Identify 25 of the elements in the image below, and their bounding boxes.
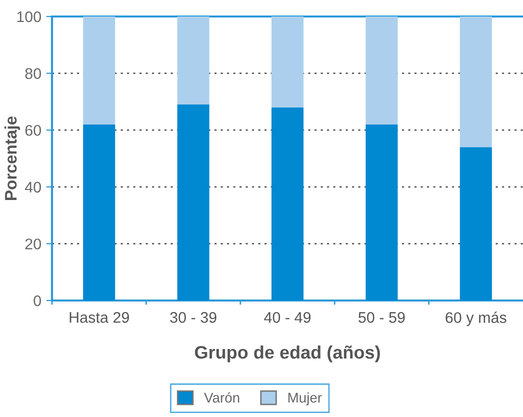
x-tick-label: 60 y más [446,312,506,326]
y-tick-label: 20 [25,238,41,250]
x-tick-label: 40 - 49 [264,312,311,323]
x-tick-label: 30 - 39 [170,312,216,323]
y-axis-title: Porcentaje [4,116,20,200]
x-tick-label: Hasta 29 [70,312,129,323]
y-tick-label: 60 [25,124,41,136]
y-tick-label: 0 [34,295,41,306]
bar [271,107,304,300]
legend-label: Mujer [288,392,322,406]
bar [177,16,210,105]
y-tick-label: 100 [17,11,41,22]
bar [366,124,398,300]
y-tick-label: 40 [24,182,41,193]
y-tick-label: 80 [25,68,41,79]
x-axis-title: Grupo de edad (años) [194,345,380,362]
legend-label: Varón [204,392,240,403]
bar [177,104,210,300]
bar [366,16,398,124]
bar [271,16,304,108]
bar [83,16,116,124]
bar [83,124,116,300]
x-tick-label: 50 - 59 [358,312,405,323]
bar [460,16,492,148]
bar [460,147,492,300]
